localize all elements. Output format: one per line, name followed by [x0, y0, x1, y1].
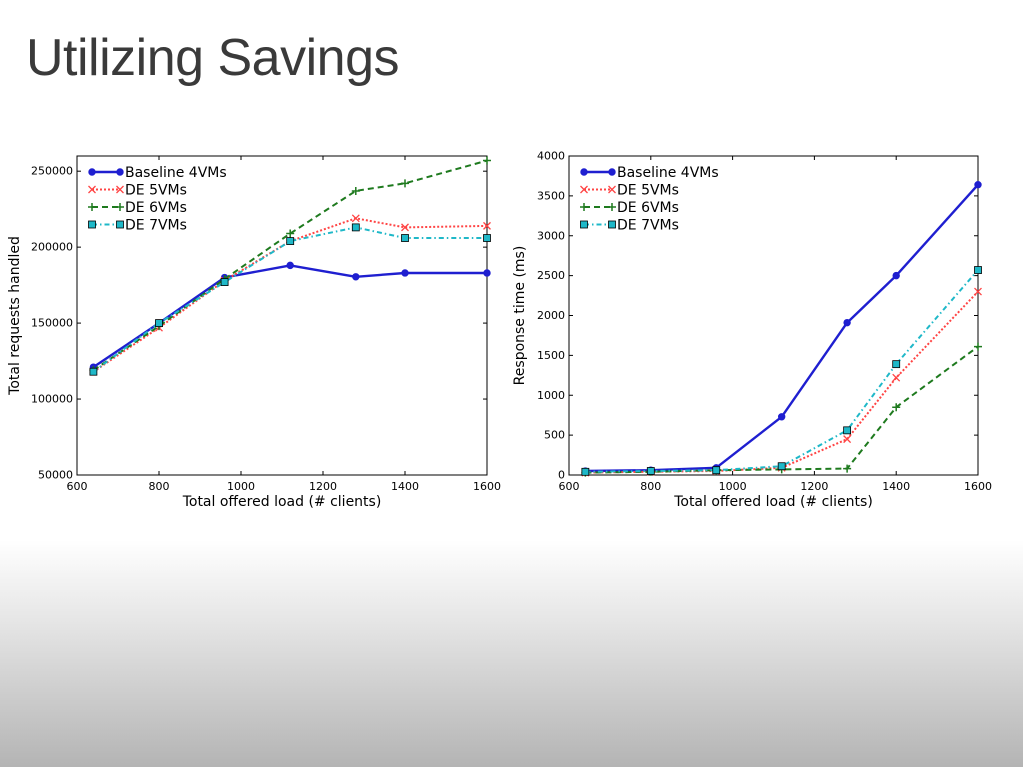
data-point: [974, 287, 982, 296]
data-point: [777, 462, 786, 471]
y-tick-label: 1500: [537, 349, 565, 362]
data-point: [974, 342, 982, 351]
data-point: [220, 278, 229, 286]
legend-marker: [608, 168, 616, 176]
data-point: [483, 221, 491, 230]
x-tick-label: 1400: [391, 480, 419, 493]
legend-marker: [88, 168, 96, 176]
y-tick-label: 50000: [38, 469, 73, 482]
data-point: [286, 237, 295, 245]
x-tick-label: 800: [640, 480, 661, 493]
data-point: [843, 426, 852, 435]
y-tick-label: 3500: [537, 189, 565, 202]
legend-marker: [88, 203, 96, 211]
data-point: [843, 464, 852, 473]
data-point: [89, 367, 98, 376]
x-tick-label: 1600: [473, 480, 501, 493]
x-axis-label: Total offered load (# clients): [182, 494, 382, 510]
y-tick-label: 250000: [31, 165, 73, 178]
data-point: [974, 266, 982, 274]
series-de-7vms: [89, 223, 491, 376]
data-point: [155, 319, 163, 327]
data-point: [286, 229, 295, 238]
y-tick-label: 1000: [537, 389, 565, 402]
legend-marker: [116, 168, 124, 176]
x-tick-label: 1000: [719, 480, 747, 493]
data-point: [401, 223, 409, 232]
legend-marker: [580, 203, 588, 211]
legend-label: Baseline 4VMs: [125, 165, 227, 181]
legend-marker: [116, 220, 124, 229]
legend-label: DE 7VMs: [125, 218, 187, 234]
data-point: [351, 214, 360, 223]
chart-total-requests: 600 800 1000 1200 1400 1600 50000 100000 150000 2…: [7, 155, 501, 510]
y-tick-label: 2500: [537, 269, 565, 282]
x-tick-label: 800: [149, 480, 170, 493]
legend-label: DE 5VMs: [125, 183, 187, 199]
data-point: [646, 467, 655, 475]
slide-title: Utilizing Savings: [26, 29, 400, 87]
legend-marker: [88, 220, 96, 229]
y-axis-label: Total requests handled: [7, 236, 23, 396]
data-point: [483, 234, 491, 242]
data-point: [581, 467, 590, 476]
legend-marker: [116, 185, 124, 194]
data-point: [843, 435, 852, 444]
legend-marker: [608, 220, 616, 229]
x-tick-label: 600: [559, 480, 580, 493]
y-tick-label: 200000: [31, 241, 73, 254]
data-point: [401, 234, 409, 242]
data-point: [483, 156, 491, 165]
chart-response-time: 600 800 1000 1200 1400 1600 0 500 1000 1500 2000 25…: [512, 150, 992, 511]
legend-label: DE 7VMs: [617, 218, 679, 234]
y-axis-label: Response time (ms): [512, 246, 528, 386]
legend-label: DE 6VMs: [617, 200, 679, 216]
data-point: [351, 186, 360, 195]
plot-frame: [76, 155, 488, 476]
legend-marker: [116, 203, 124, 211]
legend-marker: [608, 185, 616, 194]
y-tick-label: 0: [558, 469, 565, 482]
data-point: [401, 269, 409, 277]
y-tick-label: 3000: [537, 229, 565, 242]
data-point: [892, 360, 901, 369]
data-point: [892, 373, 901, 382]
legend-marker: [88, 185, 96, 194]
x-tick-label: 1400: [882, 480, 910, 493]
x-axis-label: Total offered load (# clients): [673, 494, 873, 510]
x-tick-label: 1600: [964, 480, 992, 493]
data-point: [843, 318, 851, 327]
legend-marker: [580, 168, 588, 176]
y-tick-label: 500: [544, 429, 565, 442]
data-point: [892, 403, 901, 412]
data-point: [401, 179, 409, 188]
data-point: [777, 413, 786, 421]
legend-label: Baseline 4VMs: [617, 165, 719, 181]
legend-marker: [580, 185, 588, 194]
x-tick-label: 1200: [800, 480, 828, 493]
legend-label: DE 5VMs: [617, 183, 679, 199]
legend-marker: [580, 220, 588, 229]
y-tick-label: 4000: [537, 150, 565, 163]
x-tick-label: 600: [67, 480, 88, 493]
legend-marker: [608, 203, 616, 211]
y-tick-label: 150000: [31, 317, 73, 330]
data-point: [483, 269, 491, 277]
y-tick-label: 100000: [31, 393, 73, 406]
data-point: [352, 273, 360, 281]
legend-label: DE 6VMs: [125, 200, 187, 216]
data-point: [974, 181, 982, 189]
data-point: [286, 261, 294, 270]
data-point: [712, 466, 721, 475]
series-de-7vms: [581, 266, 982, 476]
data-point: [892, 271, 900, 280]
x-tick-label: 1000: [227, 480, 255, 493]
data-point: [351, 223, 360, 232]
x-tick-label: 1200: [309, 480, 337, 493]
y-tick-label: 2000: [537, 309, 565, 322]
